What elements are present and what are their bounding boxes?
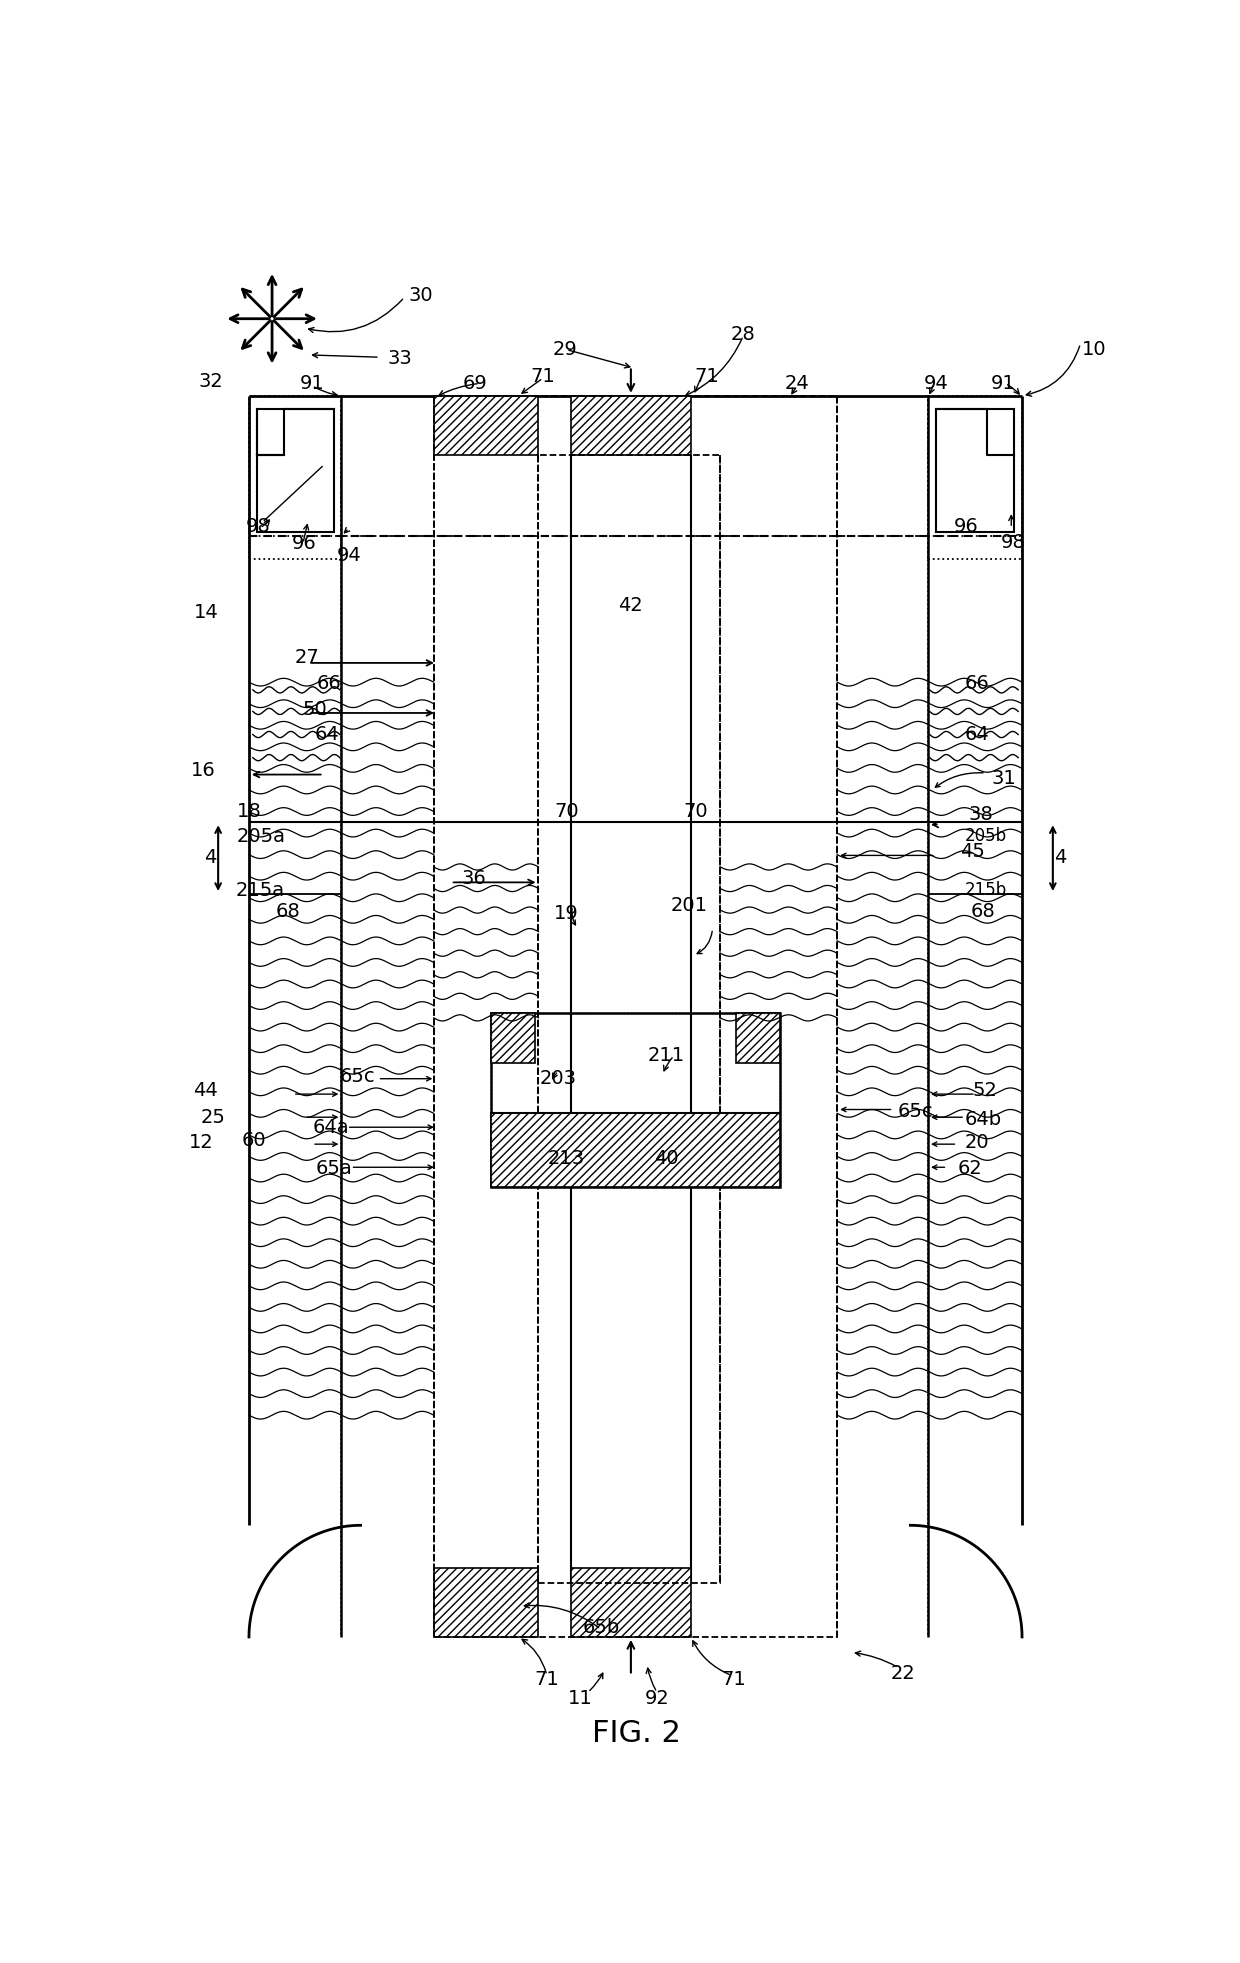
Text: 98: 98 (1001, 532, 1025, 552)
Bar (434, 397, 837, 1637)
Text: 205a: 205a (236, 826, 285, 846)
Text: 68: 68 (971, 903, 996, 921)
Text: 65b: 65b (583, 1618, 620, 1637)
Text: 52: 52 (972, 1082, 998, 1099)
Text: 203: 203 (539, 1070, 577, 1088)
Text: 68: 68 (275, 903, 300, 921)
Text: 22: 22 (892, 1665, 916, 1684)
Text: 40: 40 (653, 1148, 678, 1168)
Text: 71: 71 (534, 1671, 559, 1688)
Text: 92: 92 (645, 1688, 670, 1708)
Text: 71: 71 (531, 367, 556, 387)
Bar (491, 1013, 536, 1064)
Text: 24: 24 (785, 373, 810, 393)
Text: 98: 98 (246, 516, 270, 536)
Text: 70: 70 (554, 803, 579, 821)
Text: 65c: 65c (340, 1068, 376, 1086)
Text: 64a: 64a (312, 1117, 350, 1137)
Bar (491, 1013, 780, 1186)
Text: 64b: 64b (965, 1109, 1002, 1129)
Text: 28: 28 (730, 324, 755, 344)
Text: 66: 66 (316, 673, 341, 693)
Text: 94: 94 (337, 546, 361, 565)
Text: 91: 91 (991, 373, 1016, 393)
Text: 215b: 215b (965, 881, 1007, 899)
Bar (257, 408, 334, 532)
Text: 71: 71 (694, 367, 719, 387)
Text: 10: 10 (1083, 340, 1107, 359)
Text: 32: 32 (198, 373, 223, 391)
Text: 19: 19 (554, 903, 579, 923)
Text: 64: 64 (965, 724, 990, 744)
Bar (928, 397, 1022, 559)
Text: 14: 14 (193, 603, 218, 622)
Text: 71: 71 (722, 1671, 746, 1688)
Text: 66: 66 (965, 673, 990, 693)
Text: 96: 96 (955, 516, 978, 536)
Text: 4: 4 (205, 848, 217, 868)
Text: 11: 11 (568, 1688, 593, 1708)
Text: 211: 211 (647, 1046, 684, 1066)
Bar (434, 397, 538, 455)
Text: 18: 18 (237, 803, 262, 821)
Text: 96: 96 (293, 534, 316, 554)
Bar (249, 397, 341, 559)
Text: 27: 27 (295, 648, 320, 667)
Text: 70: 70 (683, 803, 708, 821)
Text: 44: 44 (193, 1082, 218, 1099)
Text: 69: 69 (463, 373, 487, 393)
Text: 36: 36 (461, 870, 486, 887)
Text: 62: 62 (957, 1160, 982, 1178)
Bar (434, 1568, 538, 1637)
Bar (538, 455, 720, 1582)
Text: 29: 29 (552, 340, 577, 359)
Text: 45: 45 (961, 842, 986, 862)
Bar (570, 1568, 691, 1637)
Bar (570, 397, 691, 455)
Text: 50: 50 (303, 699, 327, 718)
Text: 65a: 65a (315, 1160, 352, 1178)
Bar (491, 1013, 780, 1186)
Text: 38: 38 (968, 805, 993, 824)
Text: 213: 213 (548, 1148, 585, 1168)
Text: 201: 201 (671, 895, 708, 915)
Text: 215a: 215a (236, 881, 285, 899)
Bar (936, 408, 1014, 532)
Text: 64: 64 (314, 724, 339, 744)
Text: 94: 94 (924, 373, 949, 393)
Text: 42: 42 (619, 595, 644, 614)
Bar (735, 1013, 780, 1064)
Text: 91: 91 (300, 373, 325, 393)
Text: 16: 16 (191, 762, 216, 779)
Text: 65c: 65c (898, 1103, 932, 1121)
Text: 60: 60 (242, 1131, 265, 1150)
Text: 31: 31 (991, 769, 1016, 787)
Text: 12: 12 (188, 1133, 213, 1152)
Text: 205b: 205b (965, 826, 1007, 846)
Text: 25: 25 (201, 1107, 226, 1127)
Text: 33: 33 (388, 349, 413, 369)
Bar (491, 1113, 780, 1186)
Text: 4: 4 (1054, 848, 1066, 868)
Text: FIG. 2: FIG. 2 (591, 1720, 681, 1747)
Text: 30: 30 (408, 287, 433, 304)
Text: 20: 20 (965, 1133, 990, 1152)
